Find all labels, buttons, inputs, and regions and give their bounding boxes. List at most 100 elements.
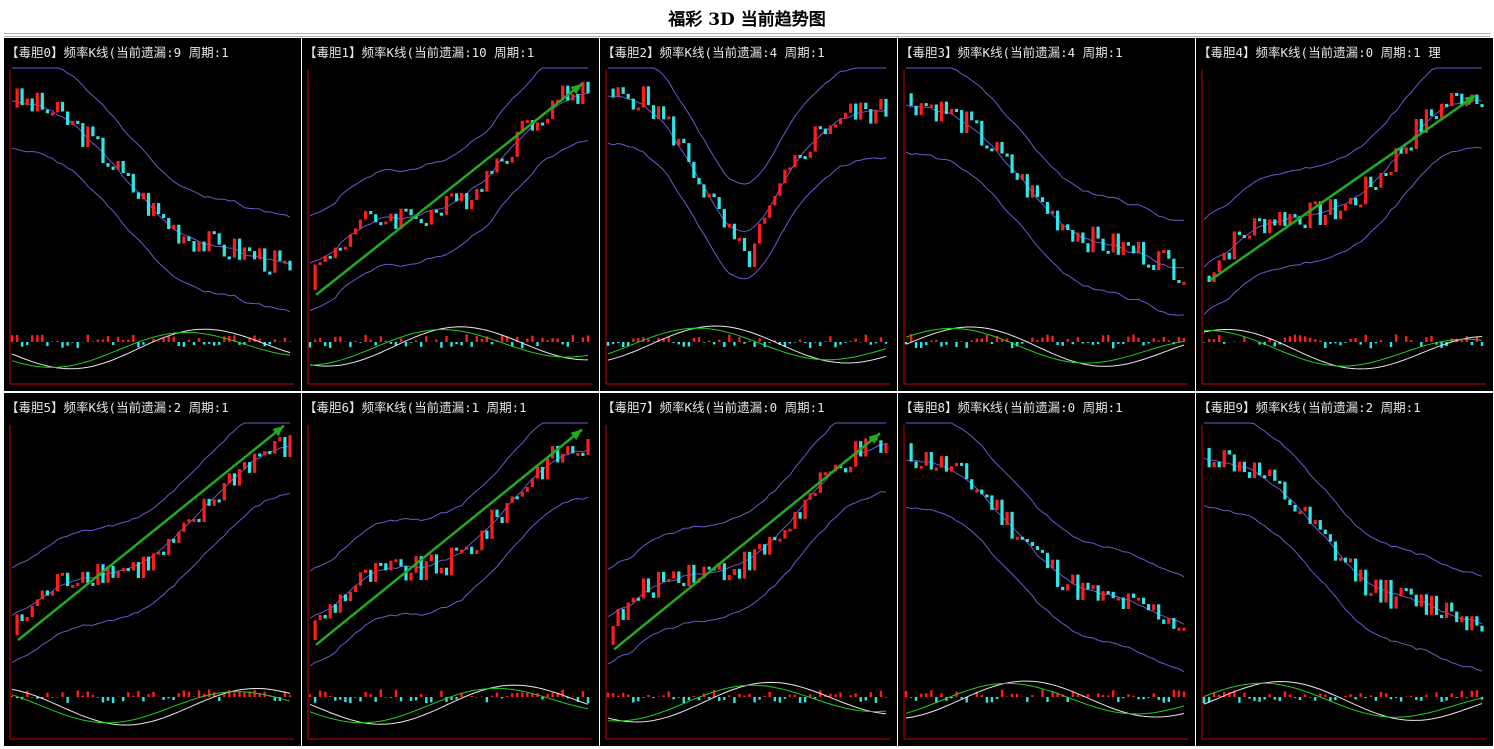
kline-candle (1379, 173, 1383, 188)
kline-candle (879, 440, 883, 453)
macd-histogram-bar (627, 342, 630, 347)
macd-histogram-bar (505, 336, 509, 342)
kline-candle (722, 563, 726, 581)
macd-histogram-bar (814, 697, 817, 699)
kline-candle (586, 81, 590, 94)
kline-candle (182, 522, 186, 532)
kline-candle (1162, 619, 1166, 624)
kline-candle (672, 116, 676, 146)
chart-panel-1: 【毒胆1】频率K线(当前遗漏:10 周期:1 (302, 38, 599, 391)
macd-histogram-bar (1056, 342, 1059, 346)
macd-histogram-bar (834, 342, 837, 348)
kline-candle (1061, 224, 1065, 231)
kline-candle (510, 156, 514, 163)
macd-histogram-bar (167, 335, 170, 342)
kline-candle (520, 491, 524, 497)
macd-histogram-bar (268, 696, 271, 697)
chart-panel-6: 【毒胆6】频率K线(当前遗漏:1 周期:1 (302, 393, 599, 746)
chart-panel-9: 【毒胆9】频率K线(当前遗漏:2 周期:1 (1196, 393, 1493, 746)
kline-candle (1025, 174, 1029, 198)
macd-histogram-bar (1182, 337, 1186, 342)
macd-histogram-bar (541, 697, 544, 700)
macd-histogram-bar (748, 340, 751, 342)
macd-histogram-bar (1021, 342, 1024, 344)
kline-candle (1147, 604, 1151, 611)
kline-candle (242, 462, 247, 469)
kline-candle (1177, 627, 1181, 631)
kline-candle (374, 563, 378, 582)
kline-candle (874, 109, 878, 124)
kline-candle (646, 86, 650, 106)
band-upper-line (12, 67, 291, 218)
kline-candle (1328, 199, 1332, 215)
kline-candle (1323, 214, 1327, 225)
kline-candle (500, 517, 504, 524)
kline-candle (1182, 281, 1186, 285)
macd-histogram-bar (470, 696, 473, 697)
macd-histogram-bar (329, 696, 332, 697)
kline-candle (1349, 197, 1353, 205)
kline-candle (1298, 215, 1302, 225)
kline-candle (954, 462, 959, 467)
macd-histogram-bar (1207, 338, 1211, 342)
kline-candle (869, 109, 873, 124)
macd-histogram-bar (990, 342, 994, 344)
macd-histogram-bar (1268, 694, 1271, 697)
macd-histogram-bar (329, 342, 332, 348)
macd-histogram-bar (1263, 697, 1266, 700)
kline-candle (35, 92, 39, 112)
kline-candle (384, 563, 388, 571)
kline-candle (409, 209, 413, 216)
kline-candle (126, 568, 130, 572)
kline-candle (111, 565, 115, 578)
kline-candle (677, 571, 681, 583)
macd-histogram-bar (354, 697, 357, 698)
kline-candle (611, 626, 615, 645)
kline-candle (348, 234, 352, 247)
kline-candle (444, 567, 449, 576)
macd-histogram-bar (36, 335, 39, 342)
kline-candle (980, 120, 984, 146)
macd-histogram-bar (1430, 335, 1433, 342)
macd-histogram-bar (1425, 694, 1428, 697)
macd-histogram-bar (1212, 339, 1216, 342)
kline-candle (177, 224, 181, 244)
kline-candle (828, 125, 832, 135)
macd-slow-line (309, 329, 589, 366)
kline-candle (1157, 604, 1161, 620)
macd-histogram-bar (718, 339, 721, 342)
macd-histogram-bar (1288, 336, 1292, 342)
macd-histogram-bar (809, 342, 812, 348)
kline-candle (1354, 197, 1358, 206)
kline-candle (747, 551, 752, 571)
kline-candle (1101, 591, 1105, 601)
kline-candle (636, 107, 640, 111)
macd-histogram-bar (849, 695, 852, 697)
kline-candle (76, 120, 80, 124)
macd-histogram-bar (15, 697, 19, 699)
kline-candle (763, 217, 767, 224)
macd-histogram-bar (1096, 693, 1100, 697)
kline-candle (546, 118, 550, 124)
macd-histogram-bar (692, 337, 696, 342)
macd-histogram-bar (511, 693, 514, 697)
macd-histogram-bar (1480, 342, 1484, 346)
macd-histogram-bar (475, 336, 478, 342)
macd-histogram-bar (788, 694, 792, 697)
kline-candle (1424, 594, 1428, 615)
kline-candle (939, 456, 943, 468)
macd-histogram-bar (122, 697, 125, 702)
macd-histogram-bar (425, 697, 428, 704)
macd-histogram-bar (490, 695, 494, 697)
macd-histogram-bar (995, 697, 999, 699)
band-upper-line (309, 67, 588, 217)
kline-candle (424, 561, 428, 580)
macd-histogram-bar (1000, 339, 1004, 342)
macd-histogram-bar (1359, 342, 1362, 345)
kline-candle (288, 435, 292, 458)
panel-title: 【毒胆0】频率K线(当前遗漏:9 周期:1 (6, 45, 229, 60)
macd-histogram-bar (308, 694, 312, 697)
macd-histogram-bar (1071, 691, 1074, 697)
kline-candle (515, 131, 519, 157)
kline-candle (379, 563, 383, 566)
